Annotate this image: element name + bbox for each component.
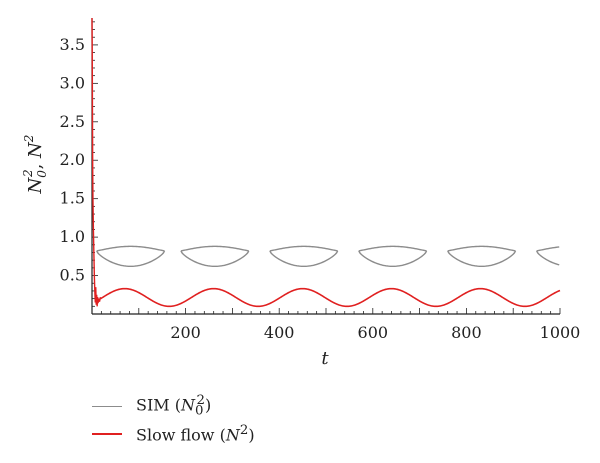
sim-loop-upper (269, 245, 338, 252)
x-tick-label: 600 (358, 323, 389, 342)
y-tick-label: 1.0 (60, 227, 85, 246)
plot-area (91, 17, 561, 308)
sim-loop-lower (180, 250, 250, 268)
slow-flow-transient (91, 17, 102, 307)
sim-loop-upper (180, 245, 249, 252)
sim-loop-upper (96, 245, 165, 252)
sim-loop-lower (96, 250, 166, 268)
y-axis-title-text: N02, N2 (21, 135, 49, 195)
legend-item-slow-flow: Slow flow (N2) (92, 420, 255, 448)
legend-label-slow-flow: Slow flow (N2) (136, 423, 255, 445)
axes (91, 18, 560, 315)
y-tick-label: 0.5 (60, 266, 85, 285)
sim-loop-lower (269, 250, 339, 268)
x-tick-label: 400 (264, 323, 295, 342)
legend-label-sim: SIM (N02) (136, 393, 212, 419)
sim-loop-lower (447, 250, 517, 268)
y-tick-label: 3.0 (60, 73, 85, 92)
y-title-sup2: 2 (22, 135, 36, 144)
y-title-comma: , (25, 158, 46, 169)
y-title-n0: N (25, 176, 46, 194)
sim-loop-lower (535, 250, 560, 266)
x-tick-label: 200 (170, 323, 201, 342)
y-tick-label: 1.5 (60, 189, 85, 208)
x-ticks: 200 400 600 800 1000 (91, 308, 581, 342)
sim-loop-upper (447, 245, 516, 252)
y-title-n: N (25, 141, 46, 159)
x-tick-label: 1000 (540, 323, 581, 342)
legend: SIM (N02) Slow flow (N2) (92, 392, 255, 448)
legend-item-sim: SIM (N02) (92, 392, 255, 420)
legend-swatch-sim (92, 405, 122, 407)
y-axis-title: N02, N2 (21, 135, 49, 195)
x-axis-title: t (321, 348, 329, 369)
y-tick-label: 2.0 (60, 150, 85, 169)
sim-loop-upper (536, 246, 560, 252)
slow-flow-line (99, 287, 561, 308)
y-ticks: 0.5 1.0 1.5 2.0 2.5 3.0 3.5 (60, 21, 98, 315)
legend-swatch-slow-flow (92, 433, 122, 435)
sim-loop-upper (358, 245, 427, 252)
sim-loop-lower (358, 250, 428, 268)
y-tick-label: 2.5 (60, 112, 85, 131)
y-title-sup: 2 (21, 169, 35, 178)
y-tick-label: 3.5 (60, 35, 85, 54)
y-title-sub: 0 (35, 170, 49, 178)
x-tick-label: 800 (451, 323, 482, 342)
